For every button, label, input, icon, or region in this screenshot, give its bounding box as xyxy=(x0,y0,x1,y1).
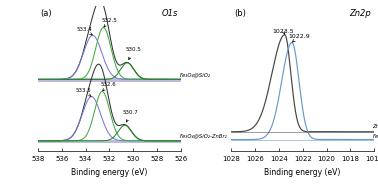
Text: 533.4: 533.4 xyxy=(76,27,92,35)
Text: 532.6: 532.6 xyxy=(101,82,116,91)
Text: 1022.9: 1022.9 xyxy=(288,34,310,42)
Text: (b): (b) xyxy=(234,9,246,18)
Text: Fe₃O₄@SiO₂: Fe₃O₄@SiO₂ xyxy=(180,72,211,77)
X-axis label: Binding energy (eV): Binding energy (eV) xyxy=(265,168,341,177)
Text: (a): (a) xyxy=(41,9,52,18)
Text: O1s: O1s xyxy=(162,9,178,18)
Text: 530.7: 530.7 xyxy=(123,110,139,122)
Text: Fe₃O₄@SiO₂-ZnBr₂: Fe₃O₄@SiO₂-ZnBr₂ xyxy=(180,134,228,139)
Text: Zn2p: Zn2p xyxy=(350,9,371,18)
Text: 533.5: 533.5 xyxy=(76,88,91,96)
Text: 532.5: 532.5 xyxy=(102,18,118,27)
Text: Fe₃O₄@SiO₂-ZnBr₂: Fe₃O₄@SiO₂-ZnBr₂ xyxy=(372,134,378,139)
X-axis label: Binding energy (eV): Binding energy (eV) xyxy=(71,168,147,177)
Text: ZnBr₂: ZnBr₂ xyxy=(372,124,378,129)
Text: 530.5: 530.5 xyxy=(125,47,141,60)
Text: 1023.5: 1023.5 xyxy=(273,29,294,34)
